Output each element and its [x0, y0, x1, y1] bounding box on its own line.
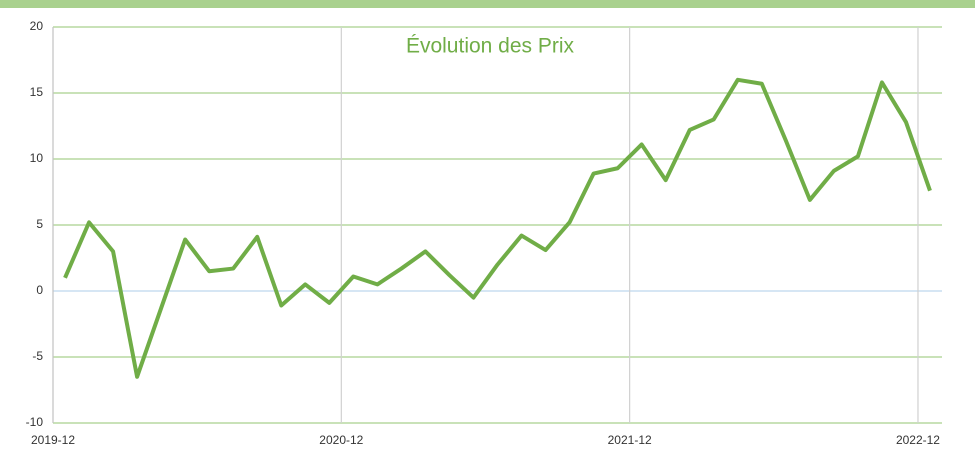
y-tick-label: 20 — [30, 19, 44, 33]
y-tick-label: 5 — [36, 217, 43, 231]
x-tick-label: 2019-12 — [31, 433, 75, 447]
y-tick-label: -10 — [26, 415, 44, 429]
x-tick-label: 2021-12 — [608, 433, 652, 447]
y-tick-label: -5 — [32, 349, 43, 363]
x-tick-label: 2020-12 — [319, 433, 363, 447]
y-tick-label: 0 — [36, 283, 43, 297]
x-tick-label: 2022-12 — [896, 433, 940, 447]
y-tick-label: 15 — [30, 85, 44, 99]
price-line — [63, 77, 932, 379]
chart-title: Évolution des Prix — [406, 35, 575, 58]
top-bar — [0, 0, 975, 8]
y-tick-label: 10 — [30, 151, 44, 165]
